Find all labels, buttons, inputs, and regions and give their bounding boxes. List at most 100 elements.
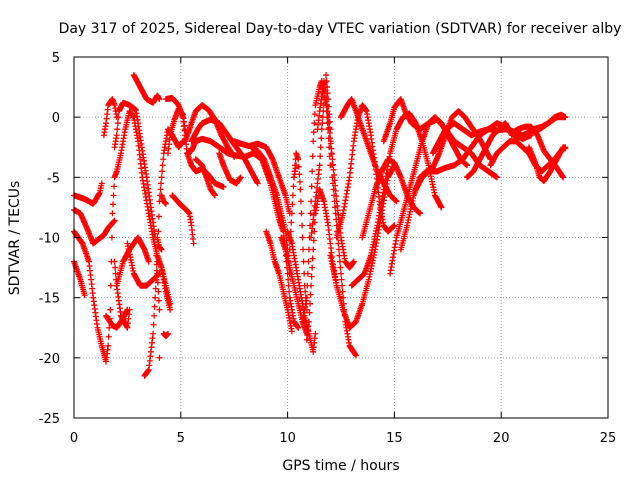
x-tick-label: 20 [493,431,510,446]
data-point [162,200,169,207]
data-point [153,252,160,259]
y-tick-label: -5 [47,171,60,186]
data-point [323,72,330,79]
data-point [325,119,332,126]
series-trace-19 [164,105,189,157]
data-point [307,291,314,298]
data-point [286,246,293,253]
data-point [303,294,310,301]
x-tick-label: 5 [177,431,185,446]
series-trace-6 [111,99,163,361]
series-trace-9 [111,258,133,331]
data-point [417,210,424,217]
data-point [154,258,161,265]
data-point [114,126,121,133]
data-point [308,273,315,280]
data-point [304,270,311,277]
data-point [330,166,337,173]
data-point [112,264,119,271]
series-trace-27 [258,156,302,331]
data-point [107,282,114,289]
data-point [156,354,163,361]
data-point [287,237,294,244]
data-point [151,312,158,319]
data-point [562,145,569,152]
data-point [325,114,332,121]
data-point [352,352,359,359]
y-tick-label: -15 [39,292,60,307]
data-point [160,156,167,163]
data-point [331,177,338,184]
data-point [326,111,333,118]
data-point [317,153,324,160]
data-point [295,324,302,331]
data-point [111,183,118,190]
data-point [290,183,297,190]
data-point [305,318,312,325]
data-point [287,228,294,235]
data-point [114,120,121,127]
data-point [310,237,317,244]
data-point [154,279,161,286]
series-trace-28 [263,228,295,335]
data-point [300,246,307,253]
series-trace-5 [100,96,120,139]
data-point [237,174,244,181]
data-point [150,321,157,328]
data-point [105,342,112,349]
data-point [81,292,88,299]
data-point [155,297,162,304]
data-point [340,294,347,301]
data-point [115,114,122,121]
data-point [311,111,318,118]
y-tick-label: 5 [52,51,60,66]
data-point [289,201,296,208]
data-point [317,144,324,151]
data-point [308,282,315,289]
data-point [167,306,174,313]
series-trace-41 [359,156,424,241]
series-trace-22 [192,156,218,199]
data-point [151,303,158,310]
x-tick-label: 15 [386,431,403,446]
data-point [297,186,304,193]
data-point [164,330,171,337]
chart-title: Day 317 of 2025, Sidereal Day-to-day VTE… [59,21,622,37]
data-point [157,186,164,193]
data-point [560,174,567,181]
data-point [107,306,114,313]
y-tick-label: -25 [39,412,60,427]
data-point [109,210,116,217]
data-point [293,162,300,169]
data-point [110,192,117,199]
data-point [323,96,330,103]
data-point [284,270,291,277]
data-point [329,161,336,168]
data-point [156,306,163,313]
data-point [328,145,335,152]
data-point [111,217,118,224]
x-tick-label: 10 [279,431,296,446]
data-point [312,330,319,337]
series-trace-11 [124,240,163,289]
data-point [336,258,343,265]
series-trace-25 [231,138,293,217]
data-point [323,90,330,97]
series-trace-47 [464,120,515,181]
series-trace-3 [71,206,118,247]
data-point [326,118,333,125]
series-trace-13 [158,264,174,313]
data-point [328,151,335,158]
data-point [145,258,152,265]
data-point [105,333,112,340]
data-point [493,174,500,181]
data-point [310,138,317,145]
data-point [319,114,326,121]
y-tick-label: -20 [39,352,60,367]
data-point [211,192,218,199]
data-point [285,276,292,283]
data-point [298,210,305,217]
data-point [309,255,316,262]
data-point [109,201,116,208]
